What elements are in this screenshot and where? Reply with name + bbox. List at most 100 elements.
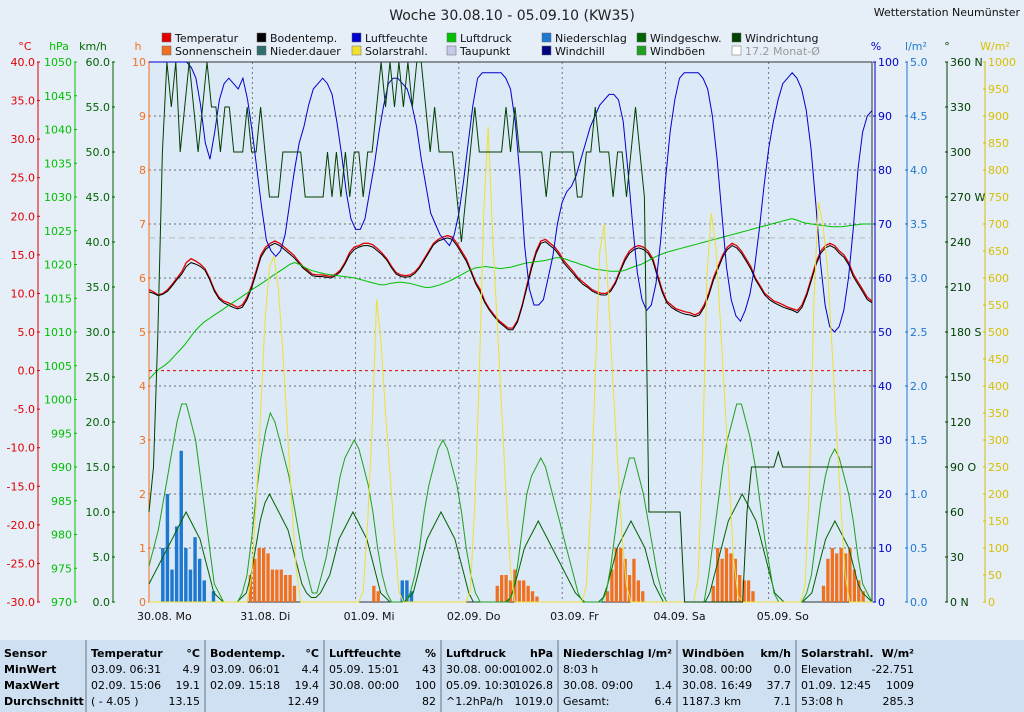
avg-note: Gesamt: — [563, 695, 610, 708]
bar-sonnenschein — [821, 585, 826, 602]
legend-swatch — [636, 32, 647, 43]
bar-sonnenschein — [275, 569, 279, 602]
max-value: 1009 — [886, 679, 914, 692]
bar-sonnenschein — [257, 548, 261, 602]
tick-label-rain: 3.0 — [910, 272, 928, 285]
legend-label: Windchill — [555, 45, 605, 58]
tick-label-solar: 800 — [988, 164, 1009, 177]
tick-label-hum: 40 — [878, 380, 892, 393]
axis-unit-label: ° — [944, 40, 950, 53]
tick-label-rain: 5.0 — [910, 56, 928, 69]
tick-label-solar: 950 — [988, 83, 1009, 96]
axis-unit-label: °C — [18, 40, 32, 53]
tick-label-solar: 450 — [988, 353, 1009, 366]
max-value: 19.1 — [175, 679, 201, 692]
tick-label-wind: 40.0 — [86, 236, 111, 249]
tick-label-dir: 0 N — [950, 596, 969, 609]
tick-label-wind: 55.0 — [86, 101, 111, 114]
legend-label: Niederschlag — [555, 32, 627, 45]
pressure-column: Luftdruck hPa 30.08. 00:00 1002.0 05.09. 1… — [442, 640, 559, 712]
tick-label-sun: 10 — [132, 56, 146, 69]
tick-label-wind: 5.0 — [93, 551, 111, 564]
bar-sonnenschein — [526, 585, 530, 602]
tick-label-solar: 500 — [988, 326, 1009, 339]
bar-niederschlag — [211, 591, 216, 602]
tick-label-dir: 90 O — [950, 461, 976, 474]
statistics-table: Sensor MinWert MaxWert Durchschnitt Temp… — [0, 640, 1024, 712]
series-line-luftdruck — [148, 218, 872, 380]
bar-sonnenschein — [716, 548, 720, 602]
legend-label: Solarstrahl. — [365, 45, 428, 58]
tick-label-press: 1020 — [44, 259, 72, 272]
tick-label-solar: 650 — [988, 245, 1009, 258]
tick-label-solar: 0 — [988, 596, 995, 609]
avg-value: 13.15 — [168, 695, 201, 708]
solar-column: Solarstrahl. W/m² Elevation -22.751 01.09.… — [797, 640, 1024, 712]
humidity-column: Luftfeuchte% 05.09. 15:01 43 30.08. 00:00… — [325, 640, 442, 712]
tick-label-rain: 3.5 — [910, 218, 928, 231]
col-unit: km/h — [760, 647, 791, 660]
avg-value: 7.1 — [773, 695, 792, 708]
sensor-header: Sensor — [4, 647, 47, 660]
tick-label-wind: 15.0 — [86, 461, 111, 474]
tick-label-dir: 120 — [950, 416, 971, 429]
bar-sonnenschein — [852, 569, 857, 602]
tick-label-temp: 0.0 — [18, 365, 36, 378]
bar-sonnenschein — [733, 558, 737, 602]
axis-unit-label: l/m² — [905, 40, 927, 53]
tick-label-solar: 350 — [988, 407, 1009, 420]
tick-label-press: 975 — [51, 562, 72, 575]
axis-unit-label: hPa — [49, 40, 69, 53]
bar-sonnenschein — [248, 575, 253, 602]
min-value: 1002.0 — [514, 663, 554, 676]
tick-label-temp: 40.0 — [11, 56, 36, 69]
max-time: 30.08. 00:00 — [329, 679, 400, 692]
bar-sonnenschein — [500, 575, 504, 602]
min-value: 4.4 — [301, 663, 320, 676]
axis-unit-label: W/m² — [980, 40, 1010, 53]
legend-label: Bodentemp. — [270, 32, 337, 45]
bar-sonnenschein — [270, 569, 275, 602]
bar-niederschlag — [184, 548, 188, 602]
tick-label-hum: 60 — [878, 272, 892, 285]
bar-niederschlag — [161, 548, 165, 602]
legend-label: Nieder.dauer — [270, 45, 341, 58]
avg-value: 6.4 — [654, 695, 673, 708]
bar-sonnenschein — [288, 575, 292, 602]
min-time: Elevation — [801, 663, 853, 676]
col-unit: °C — [305, 647, 319, 660]
station-name: Wetterstation Neumünster — [874, 6, 1021, 19]
bar-niederschlag — [197, 558, 202, 602]
tick-label-solar: 150 — [988, 515, 1009, 528]
max-time: 02.09. 15:18 — [210, 679, 281, 692]
avg-note: 53:08 h — [801, 695, 844, 708]
tick-label-hum: 90 — [878, 110, 892, 123]
col-header: Windböen — [682, 647, 745, 660]
max-value: 1.4 — [654, 679, 673, 692]
bar-sonnenschein — [627, 575, 632, 602]
legend-label: Taupunkt — [459, 45, 511, 58]
tick-label-dir: 30 — [950, 551, 964, 564]
legend-swatch — [256, 45, 267, 56]
bar-sonnenschein — [729, 553, 733, 602]
bar-niederschlag — [193, 537, 197, 602]
bar-sonnenschein — [279, 569, 283, 602]
tick-label-hum: 10 — [878, 542, 892, 555]
series-line-luftfeuchte — [149, 61, 873, 333]
legend-swatch — [351, 45, 362, 56]
tick-label-press: 980 — [51, 529, 72, 542]
tick-label-press: 1035 — [44, 157, 72, 170]
max-value: 37.7 — [766, 679, 792, 692]
legend-swatch — [446, 45, 457, 56]
bar-sonnenschein — [517, 580, 521, 602]
max-time: 02.09. 15:06 — [91, 679, 162, 692]
weather-chart: Woche 30.08.10 - 05.09.10 (KW35) Wetters… — [7, 6, 1021, 623]
tick-label-solar: 250 — [988, 461, 1009, 474]
legend-swatch — [161, 45, 172, 56]
tick-label-temp: -10.0 — [7, 442, 35, 455]
axis-unit-label: h — [135, 40, 142, 53]
gusts-column: Windböen km/h 30.08. 00:00 0.0 30.08. 16:4… — [678, 640, 797, 712]
series-line-temperatur — [148, 234, 873, 329]
axis-unit-label: km/h — [79, 40, 107, 53]
bar-sonnenschein — [284, 575, 288, 602]
